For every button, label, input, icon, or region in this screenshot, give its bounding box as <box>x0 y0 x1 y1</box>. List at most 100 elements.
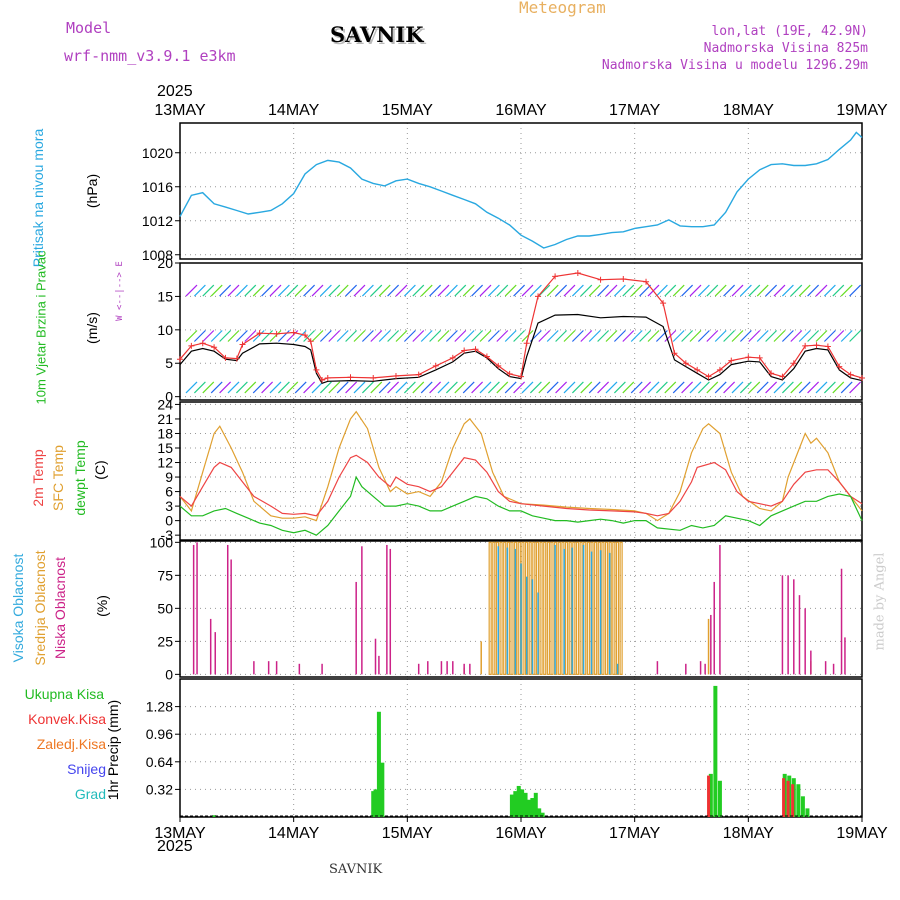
wind-barb <box>790 381 803 394</box>
low-cloud-bar <box>440 661 443 675</box>
low-cloud-bar <box>417 663 420 675</box>
wind-gust-marker <box>694 366 701 373</box>
wind-barb <box>437 381 450 394</box>
wind-gust-marker <box>728 357 735 364</box>
wind-barb <box>269 284 282 297</box>
wind-barb <box>571 284 584 297</box>
wind-gust-marker <box>256 330 263 337</box>
ytick-label: 5 <box>165 355 173 371</box>
low-cloud-bar <box>267 661 270 675</box>
wind-gust-marker <box>745 354 752 361</box>
wind-barb <box>311 330 324 342</box>
wind-barb <box>555 284 568 297</box>
xtick-label-bottom: 17MAY <box>609 825 661 842</box>
precip-total-bar <box>713 685 718 817</box>
ytick-label: 0 <box>165 666 173 682</box>
ytick-label: 1008 <box>142 247 173 263</box>
wind-barb <box>479 381 492 394</box>
wind-barb <box>613 284 626 297</box>
wind-gust-marker <box>483 353 490 360</box>
wind-gust-marker <box>432 362 439 369</box>
mid-cloud-bar <box>521 541 525 675</box>
high-cloud-bar <box>531 579 534 675</box>
mid-cloud-bar <box>564 541 569 675</box>
wind-barb <box>496 381 509 394</box>
wind-barb <box>681 381 694 394</box>
wind-barb <box>202 381 215 394</box>
low-cloud-bar <box>378 655 380 675</box>
wind-gust-marker <box>211 344 218 351</box>
wind-barb <box>647 330 660 342</box>
wind-barb <box>328 330 341 342</box>
wind-barb <box>311 284 324 297</box>
wind-barb <box>706 284 719 297</box>
wind-barb <box>521 330 534 342</box>
wind-barb <box>387 330 400 342</box>
wind-barb <box>815 330 828 342</box>
wind-barb <box>303 381 316 394</box>
wind-gust-marker <box>813 342 820 349</box>
wind-barb <box>555 330 568 342</box>
high-cloud-bar <box>525 576 528 675</box>
low-cloud-bar <box>226 544 229 675</box>
ytick-label: 18 <box>157 425 173 441</box>
wind-barb <box>219 284 232 297</box>
ytick-label: 25 <box>157 633 173 649</box>
mid-cloud-bar <box>503 541 507 675</box>
wind-barb <box>597 381 610 394</box>
wind-speed-line <box>179 313 863 385</box>
xtick-label-top: 15MAY <box>382 102 434 119</box>
wind-barb <box>412 381 425 394</box>
mid-cloud-bar <box>499 541 503 675</box>
xtick-label-bottom: 16MAY <box>495 825 547 842</box>
model-altitude: Nadmorska Visina u modelu 1296.29m <box>601 58 868 73</box>
wind-barb <box>605 330 618 342</box>
precip-total-bar <box>509 794 514 817</box>
wind-barb <box>849 284 862 297</box>
wind-barb <box>496 330 509 342</box>
wind-gust-marker <box>597 276 604 283</box>
wind-gust-marker <box>574 270 581 277</box>
wind-barb <box>563 330 576 342</box>
wind-barb <box>185 381 198 394</box>
wind-barb <box>378 284 391 297</box>
wind-barb <box>798 330 811 342</box>
wind-barb <box>630 284 643 297</box>
xtick-label-top: 19MAY <box>836 102 888 119</box>
wind-barb <box>580 381 593 394</box>
wind-barb <box>277 284 290 297</box>
wind-gust-marker <box>660 300 667 307</box>
wind-barb <box>210 284 223 297</box>
wind-gust-marker <box>756 354 763 361</box>
wind-barb <box>697 330 710 342</box>
wind-barb <box>571 330 584 342</box>
wind-barb <box>731 284 744 297</box>
wind-barb <box>639 284 652 297</box>
altitude: Nadmorska Visina 825m <box>703 41 868 56</box>
dewpoint-line <box>179 475 863 536</box>
ytick-label: 10 <box>157 322 173 338</box>
ytick-label: 1.28 <box>146 699 173 715</box>
wind-barb <box>664 284 677 297</box>
low-cloud-bar <box>192 544 195 675</box>
wind-barb <box>370 330 383 342</box>
footer-label: SAVNIK <box>329 862 383 877</box>
low-cloud-bar <box>469 663 471 675</box>
wind-barb <box>798 381 811 394</box>
wind-gust-marker <box>552 273 559 280</box>
low-cloud-bar <box>253 661 255 675</box>
wind-gust-marker <box>273 330 280 337</box>
wind-gust-marker <box>222 354 229 361</box>
wind-barb <box>832 284 845 297</box>
high-cloud-bar <box>554 544 556 675</box>
wind-barb <box>807 284 820 297</box>
wind-barb <box>849 330 862 342</box>
wind-barb <box>345 330 358 342</box>
wind-barb <box>538 381 551 394</box>
wind-barb <box>571 381 584 394</box>
wind-barb <box>597 284 610 297</box>
wind-barb <box>227 330 240 342</box>
wind-barb <box>185 284 198 297</box>
precip-total-bar <box>800 796 805 817</box>
low-cloud-bar <box>452 661 454 675</box>
